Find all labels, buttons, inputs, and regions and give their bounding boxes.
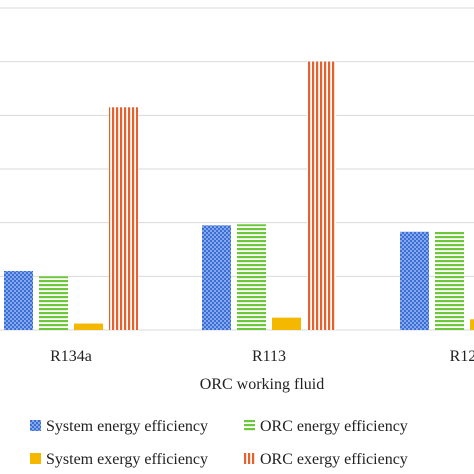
bar-r113-3 [307,61,336,331]
x-tick-labels: R134a R113 R123 [50,348,474,365]
legend: System energy efficiency ORC energy effic… [30,418,408,468]
bar-r134a-0 [4,270,33,330]
bar-r123-2 [470,319,474,330]
x-tick-label: R113 [252,348,286,365]
legend-swatch [30,420,41,431]
bar-r134a-3 [109,107,138,331]
legend-swatch [30,453,41,464]
gridlines [0,7,474,331]
x-axis-label: ORC working fluid [200,376,324,393]
bar-r113-1 [237,224,266,330]
legend-label: System exergy efficiency [46,451,208,468]
bar-r134a-2 [74,323,103,330]
bar-r123-1 [435,231,464,330]
legend-label: System energy efficiency [46,418,208,435]
x-tick-label: R134a [50,348,92,365]
bars [4,61,474,331]
bar-r113-0 [202,225,231,330]
bar-r123-0 [400,231,429,330]
legend-swatch [244,453,255,464]
legend-label: ORC energy efficiency [260,418,408,435]
bar-r113-2 [272,317,301,330]
legend-swatch [244,420,255,431]
x-tick-label: R123 [450,348,474,365]
bar-r134a-1 [39,276,68,330]
legend-label: ORC exergy efficiency [260,451,408,468]
